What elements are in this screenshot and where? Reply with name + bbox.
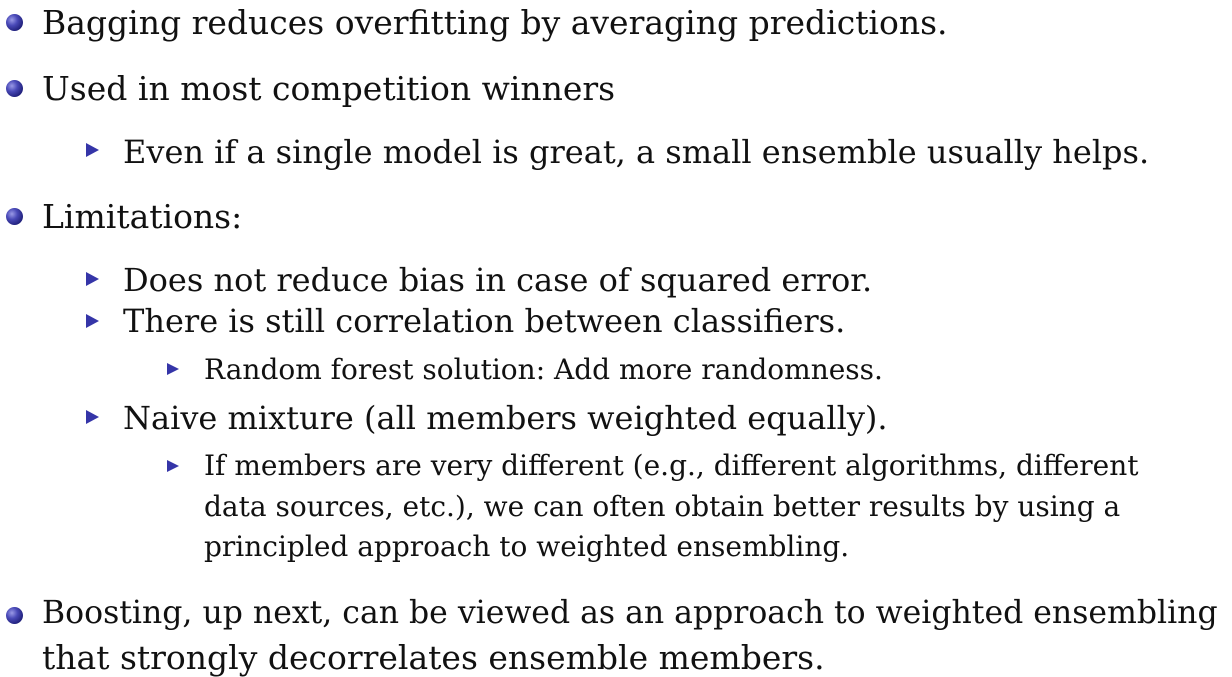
- bullet-item-2: Used in most competition winners: [42, 69, 616, 108]
- bullet-ball-icon: [6, 208, 23, 225]
- bullet-ball-icon: [6, 607, 23, 624]
- sub-item-2-1: Even if a single model is great, a small…: [123, 133, 1150, 171]
- sub-sub-item-3-3-1-line-2: data sources, etc.), we can often obtain…: [204, 490, 1121, 523]
- sub-item-3-1: Does not reduce bias in case of squared …: [123, 261, 873, 299]
- bullet-item-1: Bagging reduces overfitting by averaging…: [42, 3, 948, 42]
- bullet-ball-icon: [6, 80, 23, 97]
- triangle-bullet-icon: [86, 410, 99, 424]
- triangle-bullet-icon: [167, 460, 179, 472]
- sub-item-3-2: There is still correlation between class…: [123, 302, 846, 340]
- triangle-bullet-icon: [86, 143, 99, 157]
- triangle-bullet-icon: [86, 314, 99, 328]
- bullet-item-4-line-2: that strongly decorrelates ensemble memb…: [42, 638, 825, 677]
- sub-sub-item-3-3-1-line-3: principled approach to weighted ensembli…: [204, 530, 850, 563]
- bullet-item-4-line-1: Boosting, up next, can be viewed as an a…: [42, 595, 1218, 631]
- sub-sub-item-3-2-1: Random forest solution: Add more randomn…: [204, 353, 883, 386]
- triangle-bullet-icon: [167, 363, 179, 375]
- sub-sub-item-3-3-1-line-1: If members are very different (e.g., dif…: [204, 449, 1139, 482]
- bullet-ball-icon: [6, 14, 23, 31]
- bullet-item-3: Limitations:: [42, 197, 243, 236]
- triangle-bullet-icon: [86, 272, 99, 286]
- sub-item-3-3: Naive mixture (all members weighted equa…: [123, 399, 888, 437]
